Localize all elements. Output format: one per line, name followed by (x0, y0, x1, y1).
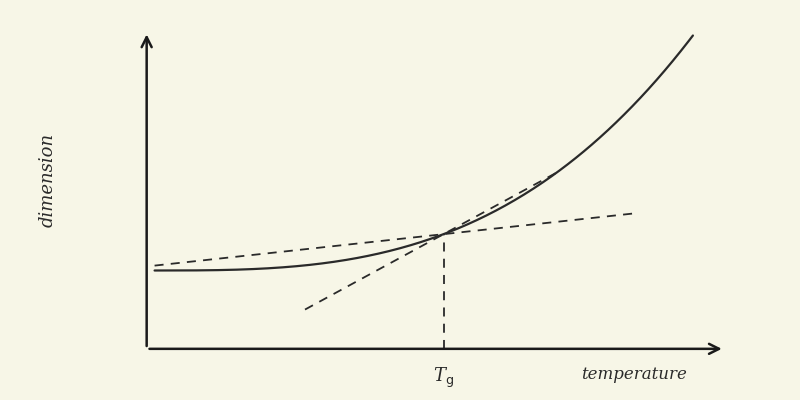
Text: dimension: dimension (38, 133, 57, 228)
Text: temperature: temperature (581, 366, 686, 383)
Text: T$_\mathrm{g}$: T$_\mathrm{g}$ (433, 366, 454, 390)
